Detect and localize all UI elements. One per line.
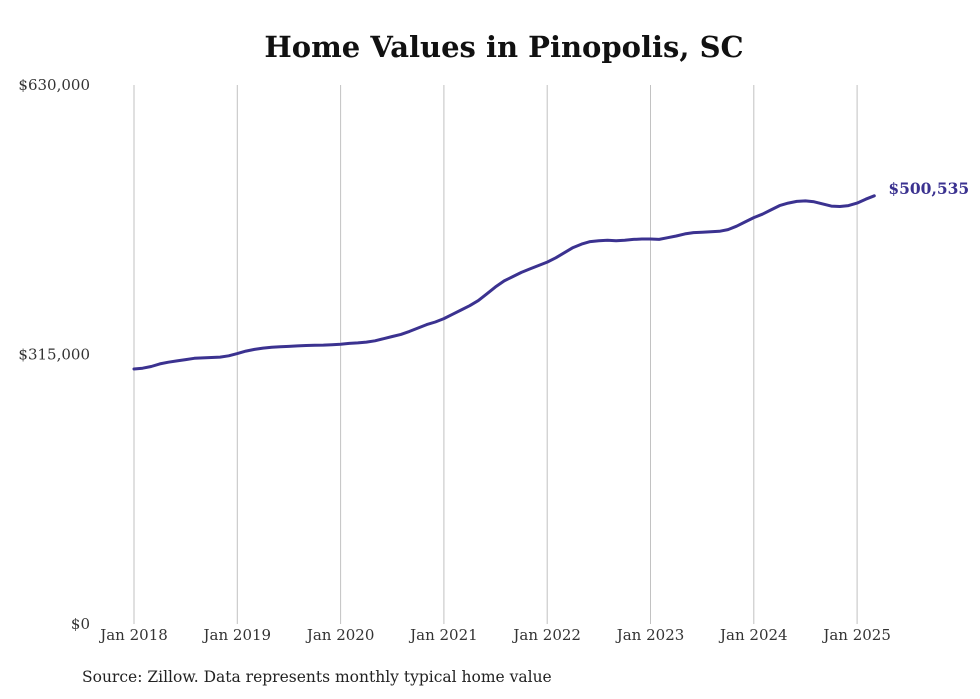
y-tick-label: $0 xyxy=(71,615,90,633)
x-tick-label: Jan 2021 xyxy=(408,626,478,644)
x-tick-label: Jan 2018 xyxy=(98,626,168,644)
data-labels: $500,535 xyxy=(888,179,969,198)
gridlines xyxy=(133,85,858,624)
series-layer xyxy=(132,194,876,371)
x-axis-tick-labels: Jan 2018 Jan 2019 Jan 2020 Jan 2021 Jan 2022… xyxy=(98,626,891,644)
y-axis-tick-labels: $0 $315,000 $630,000 xyxy=(18,76,90,633)
end-value-label: $500,535 xyxy=(888,179,969,198)
y-tick-label: $630,000 xyxy=(18,76,90,94)
x-tick-label: Jan 2025 xyxy=(821,626,891,644)
x-tick-label: Jan 2022 xyxy=(511,626,581,644)
x-tick-label: Jan 2023 xyxy=(615,626,685,644)
home-value-line xyxy=(132,194,876,371)
y-tick-label: $315,000 xyxy=(18,346,90,364)
x-tick-label: Jan 2024 xyxy=(718,626,788,644)
x-tick-label: Jan 2019 xyxy=(202,626,272,644)
source-note: Source: Zillow. Data represents monthly … xyxy=(82,668,552,686)
x-tick-label: Jan 2020 xyxy=(305,626,375,644)
chart-title: Home Values in Pinopolis, SC xyxy=(264,30,744,64)
